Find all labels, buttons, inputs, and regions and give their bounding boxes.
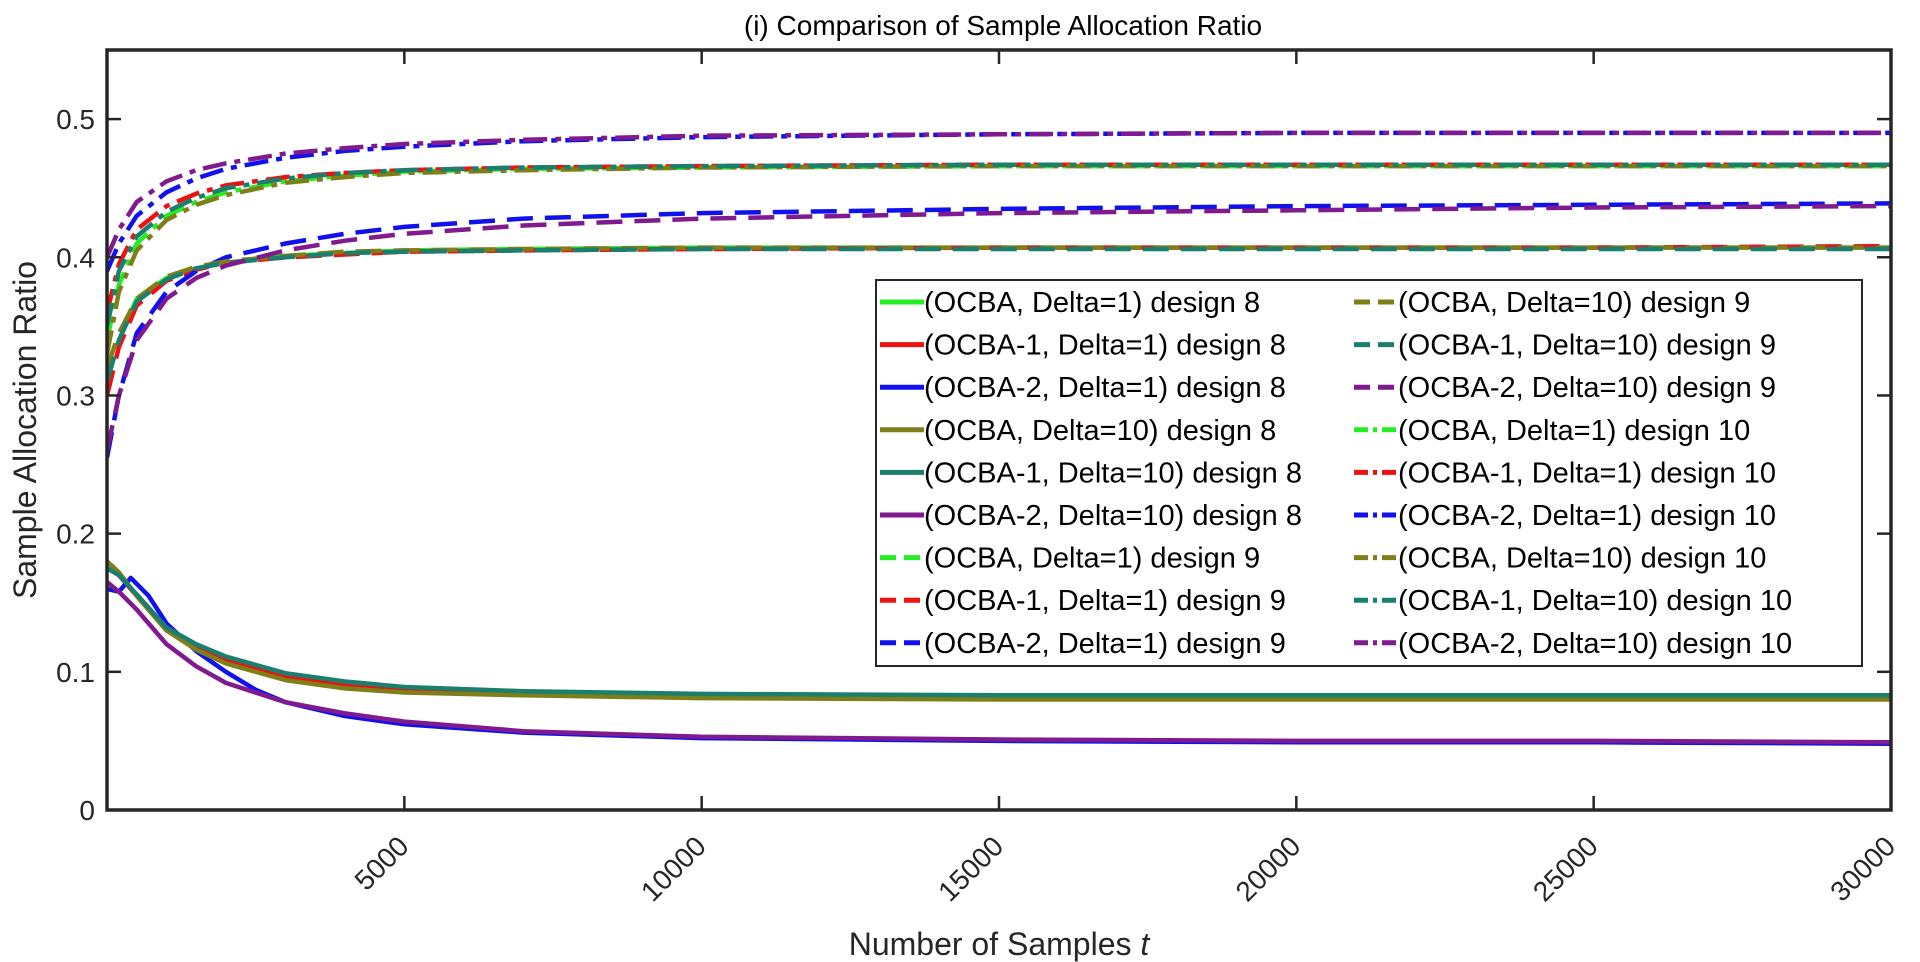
legend-item-3: (OCBA-2, Delta=1) design 8 — [880, 372, 1286, 404]
legend-label: (OCBA-2, Delta=1) design 8 — [924, 372, 1286, 404]
legend-item-18: (OCBA-2, Delta=10) design 10 — [1354, 628, 1792, 660]
x-axis-label: Number of Samples — [849, 926, 1132, 962]
series-line-16 — [107, 163, 1891, 355]
series-line-17 — [107, 162, 1891, 327]
y-tick-label: 0.4 — [56, 242, 95, 273]
legend-label: (OCBA-2, Delta=10) design 9 — [1398, 372, 1776, 404]
series-line-15 — [107, 130, 1891, 272]
legend-label: (OCBA-1, Delta=1) design 10 — [1398, 457, 1776, 489]
y-tick-label: 0.5 — [56, 104, 95, 135]
legend-label: (OCBA, Delta=10) design 10 — [1398, 543, 1766, 575]
legend-label: (OCBA, Delta=1) design 9 — [924, 543, 1260, 575]
y-tick-label: 0.1 — [56, 657, 95, 688]
legend-label: (OCBA, Delta=10) design 8 — [924, 415, 1276, 447]
legend-label: (OCBA-1, Delta=1) design 9 — [924, 585, 1286, 617]
x-axis-variable: t — [1140, 926, 1150, 962]
y-tick-label: 0 — [79, 795, 95, 826]
series-line-5 — [107, 566, 1891, 698]
legend-item-8: (OCBA-1, Delta=1) design 9 — [880, 585, 1286, 617]
legend-label: (OCBA-1, Delta=10) design 8 — [924, 457, 1302, 489]
legend-item-17: (OCBA-1, Delta=10) design 10 — [1354, 585, 1792, 617]
svg-text:Number of Samples t: Number of Samples t — [849, 926, 1151, 962]
legend-item-16: (OCBA, Delta=10) design 10 — [1354, 543, 1766, 575]
legend-label: (OCBA-1, Delta=10) design 10 — [1398, 585, 1792, 617]
y-tick-label: 0.3 — [56, 380, 95, 411]
legend-item-11: (OCBA-1, Delta=10) design 9 — [1354, 330, 1776, 362]
legend-label: (OCBA-2, Delta=10) design 8 — [924, 500, 1302, 532]
series-line-6 — [107, 580, 1891, 745]
y-axis-title: Sample Allocation Ratio — [7, 261, 43, 599]
series-line-11 — [107, 246, 1891, 383]
legend-item-9: (OCBA-2, Delta=1) design 9 — [880, 628, 1286, 660]
chart-title: (i) Comparison of Sample Allocation Rati… — [744, 10, 1262, 41]
legend-label: (OCBA, Delta=1) design 10 — [1398, 415, 1750, 447]
legend-item-5: (OCBA-1, Delta=10) design 8 — [880, 457, 1302, 489]
legend: (OCBA, Delta=1) design 8 (OCBA-1, Delta=1… — [875, 279, 1863, 667]
series-line-12 — [107, 203, 1891, 452]
legend-item-7: (OCBA, Delta=1) design 9 — [880, 543, 1260, 575]
legend-item-4: (OCBA, Delta=10) design 8 — [880, 415, 1276, 447]
series-line-9 — [107, 201, 1891, 459]
legend-label: (OCBA-2, Delta=10) design 10 — [1398, 628, 1792, 660]
series-layer — [107, 130, 1891, 746]
legend-label: (OCBA, Delta=10) design 9 — [1398, 287, 1750, 319]
legend-item-1: (OCBA, Delta=1) design 8 — [880, 287, 1260, 319]
series-line-8 — [107, 243, 1891, 397]
legend-label: (OCBA-2, Delta=1) design 9 — [924, 628, 1286, 660]
x-axis-title: Number of Samples t — [849, 926, 1151, 962]
legend-label: (OCBA, Delta=1) design 8 — [924, 287, 1260, 319]
legend-item-13: (OCBA, Delta=1) design 10 — [1354, 415, 1750, 447]
series-line-18 — [107, 130, 1891, 259]
legend-label: (OCBA-1, Delta=1) design 8 — [924, 330, 1286, 362]
legend-item-12: (OCBA-2, Delta=10) design 9 — [1354, 372, 1776, 404]
legend-item-14: (OCBA-1, Delta=1) design 10 — [1354, 457, 1776, 489]
legend-label: (OCBA-2, Delta=1) design 10 — [1398, 500, 1776, 532]
legend-item-6: (OCBA-2, Delta=10) design 8 — [880, 500, 1302, 532]
y-tick-label: 0.2 — [56, 519, 95, 550]
legend-label: (OCBA-1, Delta=10) design 9 — [1398, 330, 1776, 362]
legend-item-15: (OCBA-2, Delta=1) design 10 — [1354, 500, 1776, 532]
legend-item-10: (OCBA, Delta=10) design 9 — [1354, 287, 1750, 319]
legend-item-2: (OCBA-1, Delta=1) design 8 — [880, 330, 1286, 362]
